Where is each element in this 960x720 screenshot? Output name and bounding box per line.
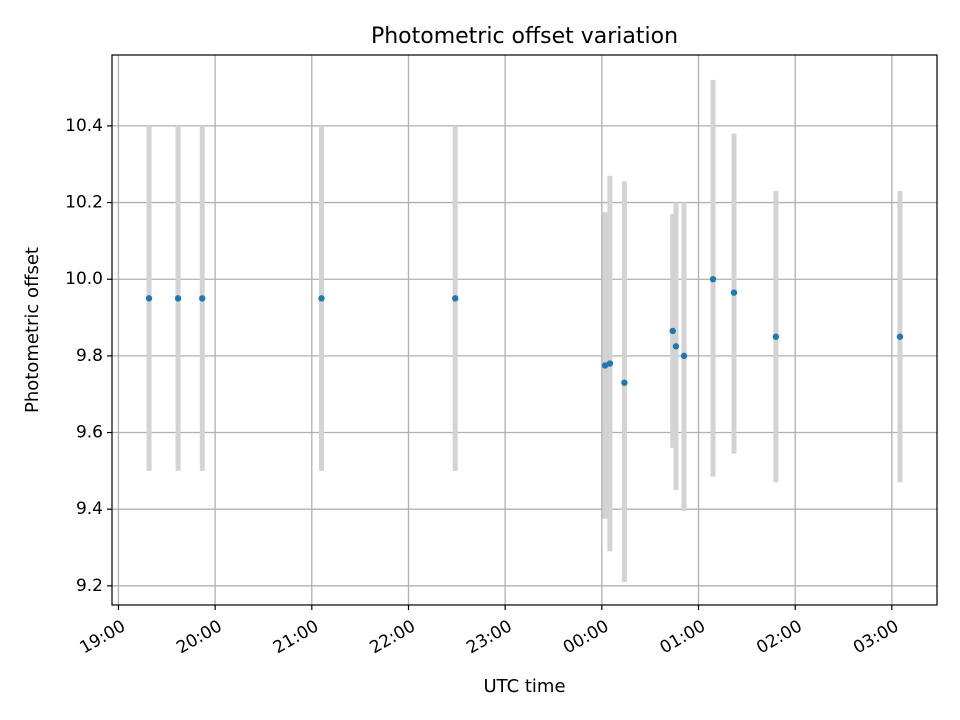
grid-layer xyxy=(112,55,937,605)
y-tick-label: 9.8 xyxy=(76,346,103,366)
data-point xyxy=(318,295,325,302)
data-point xyxy=(606,360,614,367)
chart-title: Photometric offset variation xyxy=(371,24,678,49)
plot-frame xyxy=(111,54,938,606)
y-tick-label: 10.4 xyxy=(65,116,103,136)
y-tick-label: 9.4 xyxy=(76,499,103,519)
y-tick-label: 9.2 xyxy=(76,576,103,596)
y-tick-label: 9.6 xyxy=(76,423,103,443)
y-axis-label: Photometric offset xyxy=(22,247,43,413)
data-point xyxy=(145,295,153,302)
y-tick-label: 10.0 xyxy=(65,269,103,289)
x-axis-label: UTC time xyxy=(483,676,565,697)
data-point xyxy=(730,289,738,296)
data-point xyxy=(601,362,609,369)
data-point xyxy=(709,276,717,283)
data-point xyxy=(452,295,459,302)
y-tick-label: 10.2 xyxy=(65,193,103,213)
data-point xyxy=(669,327,676,335)
data-point xyxy=(621,379,628,386)
data-point xyxy=(199,295,206,302)
data-points xyxy=(145,276,904,386)
data-point xyxy=(680,352,688,360)
data-point xyxy=(174,295,182,302)
data-point xyxy=(896,333,904,340)
data-point xyxy=(672,343,680,350)
data-point xyxy=(772,333,780,340)
